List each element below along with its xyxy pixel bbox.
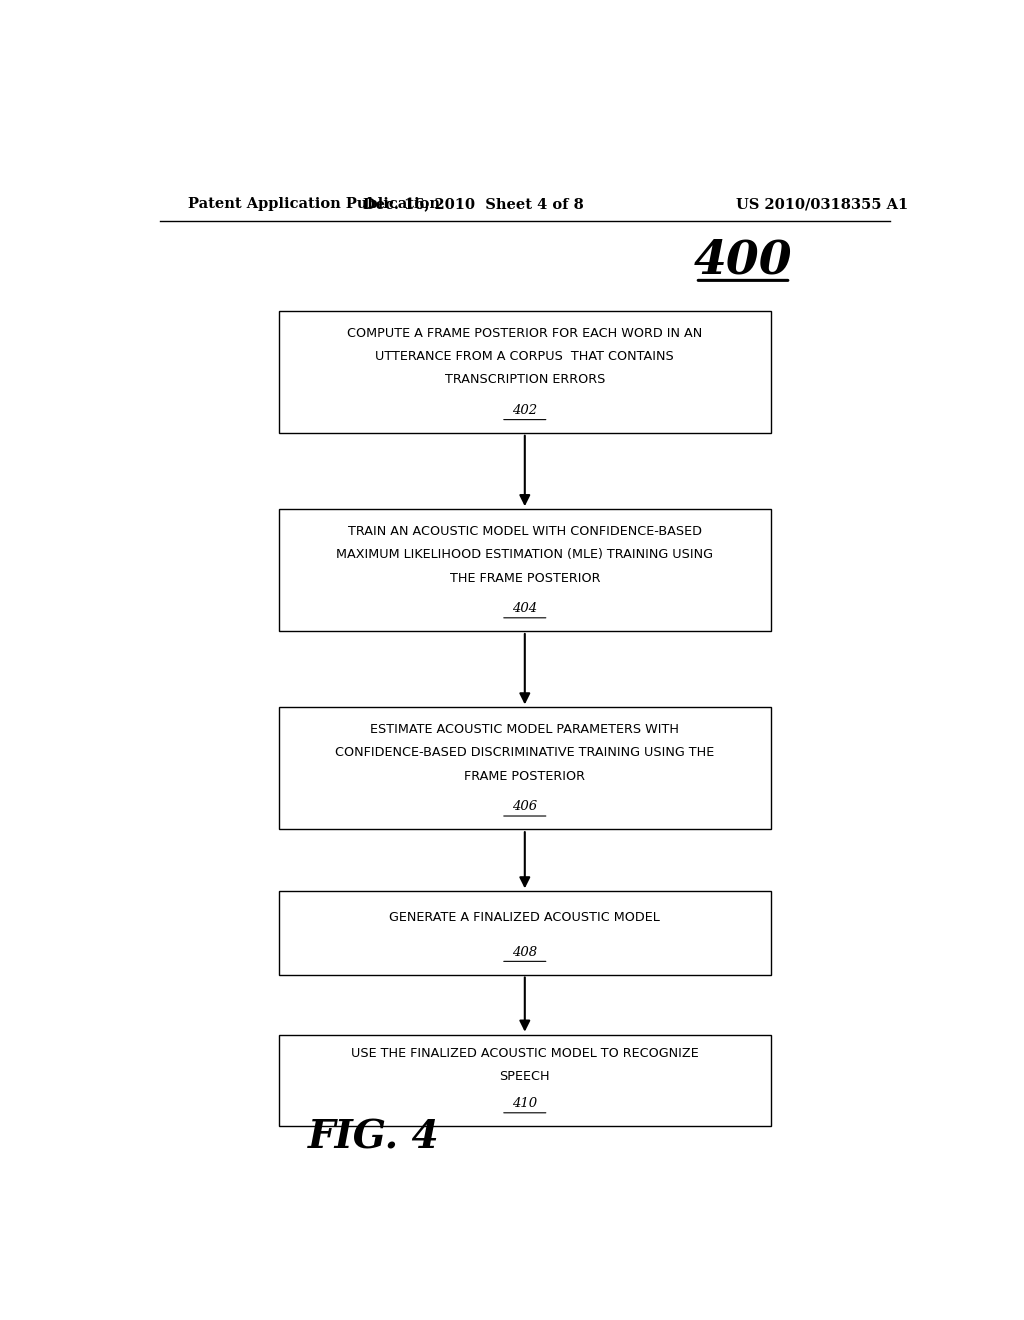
Text: FIG. 4: FIG. 4 [308, 1118, 440, 1156]
FancyBboxPatch shape [279, 891, 771, 974]
Text: UTTERANCE FROM A CORPUS  THAT CONTAINS: UTTERANCE FROM A CORPUS THAT CONTAINS [376, 350, 674, 363]
Text: SPEECH: SPEECH [500, 1071, 550, 1084]
Text: GENERATE A FINALIZED ACOUSTIC MODEL: GENERATE A FINALIZED ACOUSTIC MODEL [389, 911, 660, 924]
Text: 400: 400 [693, 238, 793, 282]
Text: US 2010/0318355 A1: US 2010/0318355 A1 [736, 197, 908, 211]
Text: USE THE FINALIZED ACOUSTIC MODEL TO RECOGNIZE: USE THE FINALIZED ACOUSTIC MODEL TO RECO… [351, 1047, 698, 1060]
FancyBboxPatch shape [279, 708, 771, 829]
Text: 404: 404 [512, 602, 538, 615]
Text: Patent Application Publication: Patent Application Publication [187, 197, 439, 211]
Text: 408: 408 [512, 945, 538, 958]
Text: MAXIMUM LIKELIHOOD ESTIMATION (MLE) TRAINING USING: MAXIMUM LIKELIHOOD ESTIMATION (MLE) TRAI… [336, 548, 714, 561]
Text: CONFIDENCE-BASED DISCRIMINATIVE TRAINING USING THE: CONFIDENCE-BASED DISCRIMINATIVE TRAINING… [335, 747, 715, 759]
Text: 410: 410 [512, 1097, 538, 1110]
Text: FRAME POSTERIOR: FRAME POSTERIOR [464, 770, 586, 783]
FancyBboxPatch shape [279, 312, 771, 433]
Text: TRAIN AN ACOUSTIC MODEL WITH CONFIDENCE-BASED: TRAIN AN ACOUSTIC MODEL WITH CONFIDENCE-… [348, 525, 701, 539]
Text: COMPUTE A FRAME POSTERIOR FOR EACH WORD IN AN: COMPUTE A FRAME POSTERIOR FOR EACH WORD … [347, 327, 702, 339]
Text: THE FRAME POSTERIOR: THE FRAME POSTERIOR [450, 572, 600, 585]
Text: Dec. 16, 2010  Sheet 4 of 8: Dec. 16, 2010 Sheet 4 of 8 [362, 197, 584, 211]
FancyBboxPatch shape [279, 510, 771, 631]
Text: 406: 406 [512, 800, 538, 813]
FancyBboxPatch shape [279, 1035, 771, 1126]
Text: 402: 402 [512, 404, 538, 417]
Text: ESTIMATE ACOUSTIC MODEL PARAMETERS WITH: ESTIMATE ACOUSTIC MODEL PARAMETERS WITH [371, 723, 679, 737]
Text: TRANSCRIPTION ERRORS: TRANSCRIPTION ERRORS [444, 374, 605, 387]
